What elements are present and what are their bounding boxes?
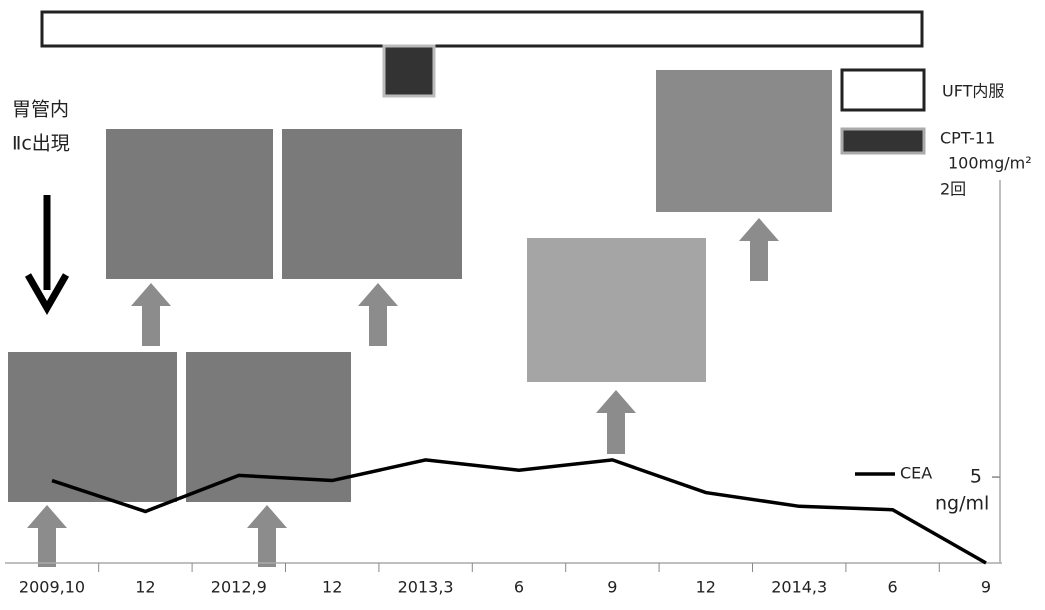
uft-bar	[42, 12, 922, 46]
x-tick-label: 6	[888, 578, 898, 597]
endoscopy-image	[282, 129, 462, 279]
legend-label: CEA	[900, 464, 932, 483]
times-label: 2回	[940, 180, 966, 199]
endoscopy-image	[656, 70, 832, 212]
x-tick-label: 9	[607, 578, 617, 597]
dose-label: 100mg/m²	[948, 154, 1032, 173]
cpt-legend-box	[842, 129, 924, 153]
up-arrow	[739, 218, 779, 281]
up-arrow	[247, 505, 287, 567]
uft-label: UFT内服	[942, 82, 1004, 101]
x-tick-label: 2012,9	[211, 578, 267, 597]
x-tick-label: 2014,3	[771, 578, 827, 597]
event-label: 胃管内	[12, 99, 69, 121]
x-tick-label: 6	[514, 578, 524, 597]
images	[8, 70, 832, 502]
uft-legend-box	[842, 70, 924, 110]
y-tick-label: 5	[970, 466, 982, 488]
endoscopy-image	[527, 238, 706, 382]
endoscopy-image	[106, 129, 273, 279]
chart: UFT内服 CPT-11 100mg/m² 2回 胃管内 Ⅱc出現 ng/ml …	[0, 0, 1045, 606]
y-axis-label: ng/ml	[935, 493, 989, 515]
x-tick-label: 2009,10	[19, 578, 85, 597]
up-arrow	[596, 390, 636, 454]
x-tick-label: 12	[135, 578, 155, 597]
event-label: Ⅱc出現	[12, 133, 70, 155]
endoscopy-image	[8, 352, 177, 502]
cpt-bar	[384, 46, 434, 96]
cpt-label: CPT-11	[940, 129, 995, 148]
x-tick-label: 12	[696, 578, 716, 597]
x-tick-label: 2013,3	[398, 578, 454, 597]
up-arrow	[131, 283, 171, 346]
x-tick-label: 9	[981, 578, 991, 597]
up-arrow	[27, 505, 67, 567]
up-arrow	[358, 283, 398, 346]
x-tick-label: 12	[322, 578, 342, 597]
